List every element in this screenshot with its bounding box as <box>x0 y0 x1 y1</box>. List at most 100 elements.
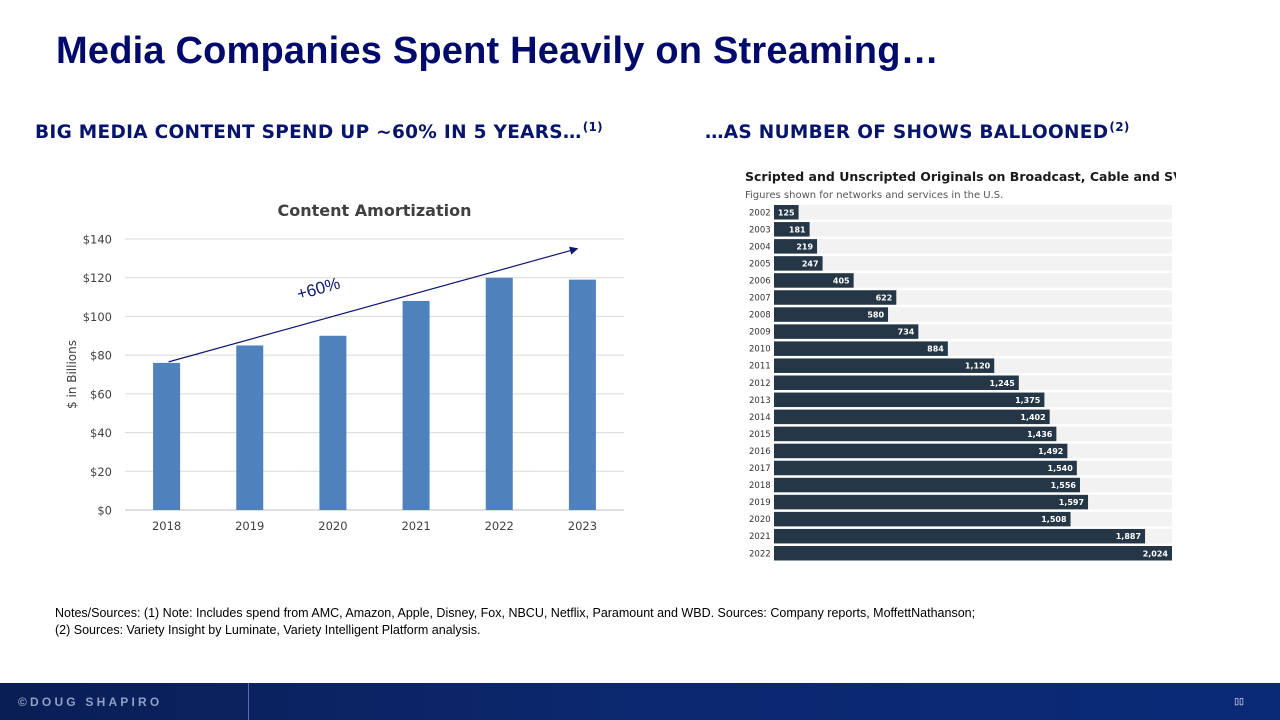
y-category-label: 2021 <box>749 532 771 542</box>
y-category-label: 2016 <box>749 447 771 457</box>
y-tick-label: $120 <box>83 271 112 285</box>
bar-value-label: 1,556 <box>1051 481 1077 490</box>
bar-track <box>774 256 1172 271</box>
notes-line-1: Notes/Sources: (1) Note: Includes spend … <box>55 606 976 620</box>
bar-2023 <box>568 279 596 510</box>
bar-2015 <box>774 426 1057 442</box>
bar-value-label: 125 <box>778 208 795 217</box>
trend-arrow <box>168 246 579 363</box>
y-category-label: 2017 <box>749 464 771 474</box>
y-tick-label: $20 <box>90 465 112 479</box>
bar-2004 <box>774 239 818 254</box>
bar-2019 <box>774 494 1089 510</box>
footer-brand: ©DOUG SHAPIRO <box>18 695 163 709</box>
bar-value-label: 1,245 <box>990 379 1016 388</box>
y-category-label: 2020 <box>749 515 771 525</box>
y-category-label: 2004 <box>749 242 771 252</box>
bar-2017 <box>774 460 1077 476</box>
bar-2022 <box>485 277 513 510</box>
right-subheading-footnote-ref: (2) <box>1109 120 1130 134</box>
x-tick-label: 2018 <box>152 519 181 533</box>
x-tick-label: 2019 <box>235 519 264 533</box>
bar-track <box>774 239 1172 254</box>
y-category-label: 2011 <box>749 362 771 372</box>
originals-count-chart: Scripted and Unscripted Originals on Bro… <box>745 169 1176 561</box>
bar-2014 <box>774 409 1050 425</box>
right-subheading-text: …AS NUMBER OF SHOWS BALLOONED <box>705 122 1109 143</box>
bar-value-label: 1,597 <box>1059 498 1084 507</box>
left-subheading-footnote-ref: (1) <box>582 120 603 134</box>
bar-2007 <box>774 290 897 305</box>
left-subheading-text: BIG MEDIA CONTENT SPEND UP ~60% IN 5 YEA… <box>35 122 582 143</box>
y-category-label: 2002 <box>749 208 771 218</box>
y-category-label: 2007 <box>749 294 771 304</box>
chart-title: Scripted and Unscripted Originals on Bro… <box>745 169 1176 184</box>
bar-2020 <box>774 511 1071 527</box>
bar-2011 <box>774 358 995 373</box>
bar-value-label: 734 <box>898 328 915 337</box>
bar-2002 <box>774 205 799 220</box>
bar-value-label: 580 <box>867 311 884 320</box>
y-category-label: 2012 <box>749 379 771 389</box>
x-tick-label: 2021 <box>401 519 430 533</box>
bar-value-label: 1,120 <box>965 362 991 371</box>
y-category-label: 2006 <box>749 276 771 286</box>
bar-value-label: 1,436 <box>1027 430 1053 439</box>
bar-2009 <box>774 324 919 339</box>
y-category-label: 2013 <box>749 396 771 406</box>
bar-2008 <box>774 307 889 322</box>
bar-2018 <box>774 477 1080 493</box>
y-tick-label: $100 <box>83 310 112 324</box>
bar-value-label: 884 <box>927 345 944 354</box>
bar-2003 <box>774 222 810 237</box>
content-amortization-chart: Content Amortization $0 $20 $40 $60 $80 $100 $1… <box>65 201 624 533</box>
footer-divider <box>248 683 249 720</box>
bar-track <box>774 205 1172 220</box>
bar-value-label: 1,402 <box>1020 413 1045 422</box>
y-tick-label: $0 <box>97 504 112 518</box>
y-axis-label: $ in Billions <box>65 340 79 409</box>
y-category-label: 2009 <box>749 328 771 338</box>
bar-2018 <box>153 362 181 510</box>
bar-2022 <box>774 546 1172 561</box>
bar-value-label: 622 <box>876 294 893 303</box>
y-category-label: 2010 <box>749 345 771 355</box>
left-subheading: BIG MEDIA CONTENT SPEND UP ~60% IN 5 YEA… <box>35 120 603 143</box>
bar-value-label: 247 <box>802 259 819 268</box>
y-category-label: 2014 <box>749 413 771 423</box>
y-category-label: 2003 <box>749 225 771 235</box>
y-category-label: 2015 <box>749 430 771 440</box>
bar-track <box>774 273 1172 288</box>
y-category-label: 2019 <box>749 498 771 508</box>
bar-2006 <box>774 273 854 288</box>
chart-title: Content Amortization <box>278 201 472 220</box>
x-tick-label: 2020 <box>318 519 347 533</box>
right-subheading: …AS NUMBER OF SHOWS BALLOONED(2) <box>705 120 1130 143</box>
bar-2016 <box>774 443 1068 459</box>
bar-2020 <box>319 335 347 510</box>
bar-track <box>774 222 1172 237</box>
notes-line-2: (2) Sources: Variety Insight by Luminate… <box>55 623 481 637</box>
chart-subtitle: Figures shown for networks and services … <box>745 190 1003 201</box>
slide-title: Media Companies Spent Heavily on Streami… <box>56 30 939 72</box>
bar-value-label: 2,024 <box>1143 549 1169 558</box>
bar-value-label: 405 <box>833 276 850 285</box>
bar-2013 <box>774 392 1045 408</box>
bar-value-label: 1,492 <box>1038 447 1063 456</box>
y-tick-label: $80 <box>90 349 112 363</box>
y-category-label: 2008 <box>749 311 771 321</box>
y-tick-label: $60 <box>90 387 112 401</box>
bar-value-label: 181 <box>789 225 806 234</box>
bar-2019 <box>236 345 264 510</box>
bar-2021 <box>774 528 1146 544</box>
y-tick-label: $40 <box>90 426 112 440</box>
y-category-label: 2018 <box>749 481 771 491</box>
y-category-label: 2022 <box>749 549 771 559</box>
page-number: ▯▯ <box>1234 696 1244 706</box>
y-category-label: 2005 <box>749 259 771 269</box>
bar-value-label: 1,887 <box>1116 532 1141 541</box>
x-tick-label: 2023 <box>568 519 597 533</box>
bar-2010 <box>774 341 948 356</box>
bar-value-label: 1,508 <box>1041 515 1067 524</box>
bar-value-label: 1,540 <box>1048 464 1074 473</box>
